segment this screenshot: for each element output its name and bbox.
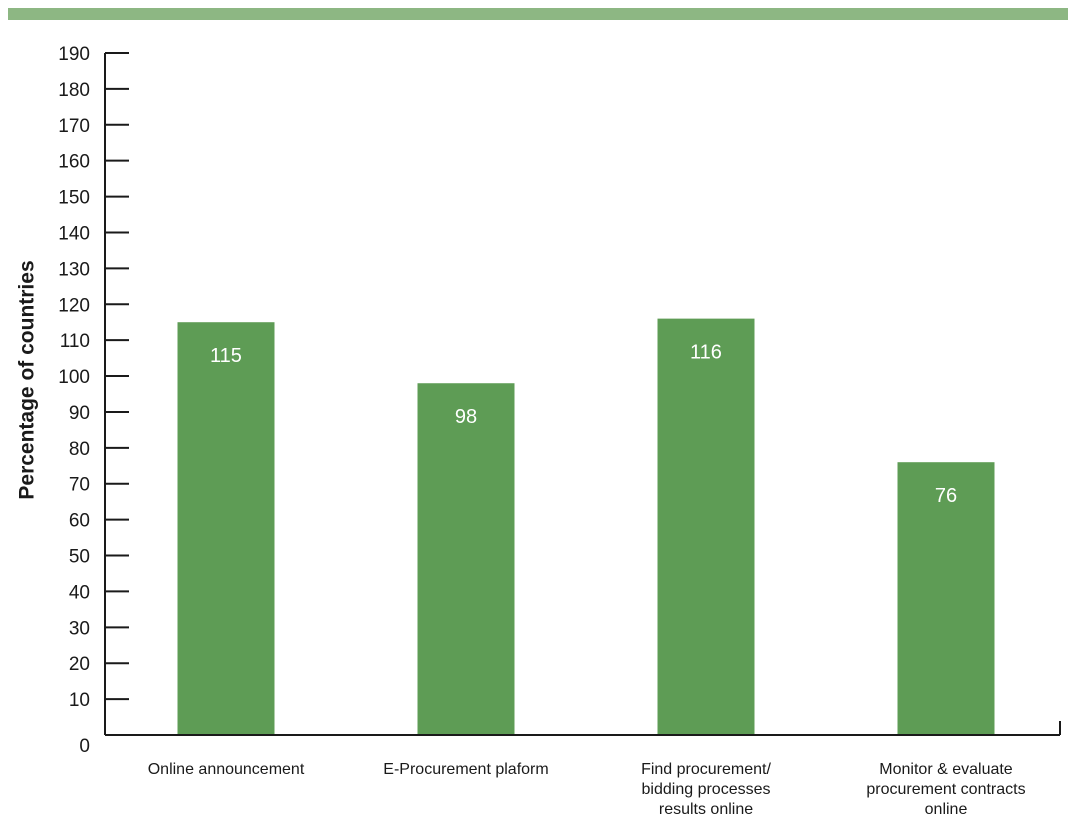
- top-decorative-band: [8, 8, 1068, 20]
- y-tick-label: 20: [69, 654, 90, 675]
- category-labels: Online announcement E-Procurement plaform…: [148, 761, 1026, 818]
- bar: [897, 462, 995, 735]
- y-tick-label: 110: [60, 331, 90, 352]
- y-axis-label: Percentage of countries: [16, 260, 39, 499]
- y-tick-label: 100: [58, 367, 90, 388]
- y-tick-label: 130: [58, 259, 90, 280]
- bar: [657, 318, 755, 735]
- bar: [177, 322, 275, 735]
- bar: [417, 383, 515, 735]
- bar-value-label: 98: [455, 406, 477, 428]
- bar-value-label: 115: [210, 345, 242, 367]
- x-category-label: E-Procurement plaform: [383, 761, 548, 778]
- y-axis-ticks: 0 10 20 30 40 50 60 70 80 90 100 110 120 130 140 150 160…: [58, 44, 129, 757]
- y-tick-label: 120: [58, 295, 90, 316]
- bar-value-label: 116: [690, 342, 722, 364]
- y-tick-label: 10: [69, 690, 90, 711]
- y-tick-label: 30: [69, 618, 90, 639]
- y-tick-label: 80: [69, 439, 90, 460]
- y-tick-label: 0: [79, 736, 90, 757]
- x-category-label: procurement contracts: [866, 781, 1025, 798]
- y-tick-label: 70: [69, 475, 90, 496]
- y-tick-label: 40: [69, 582, 90, 603]
- x-category-label: online: [925, 801, 968, 818]
- y-tick-label: 90: [69, 403, 90, 424]
- y-tick-label: 50: [69, 547, 90, 568]
- bar-value-label: 76: [935, 485, 957, 507]
- y-tick-label: 180: [58, 80, 90, 101]
- bars: 115 98 116 76: [177, 318, 995, 735]
- y-tick-label: 160: [58, 152, 90, 173]
- y-tick-label: 170: [58, 116, 90, 137]
- x-category-label: bidding processes: [642, 781, 771, 798]
- y-tick-label: 190: [58, 44, 90, 65]
- x-category-label: Online announcement: [148, 761, 305, 778]
- x-category-label: Monitor & evaluate: [879, 761, 1013, 778]
- y-tick-label: 140: [58, 223, 90, 244]
- x-category-label: Find procurement/: [641, 761, 771, 778]
- y-tick-label: 60: [69, 511, 90, 532]
- x-category-label: results online: [659, 801, 753, 818]
- y-tick-label: 150: [58, 188, 90, 209]
